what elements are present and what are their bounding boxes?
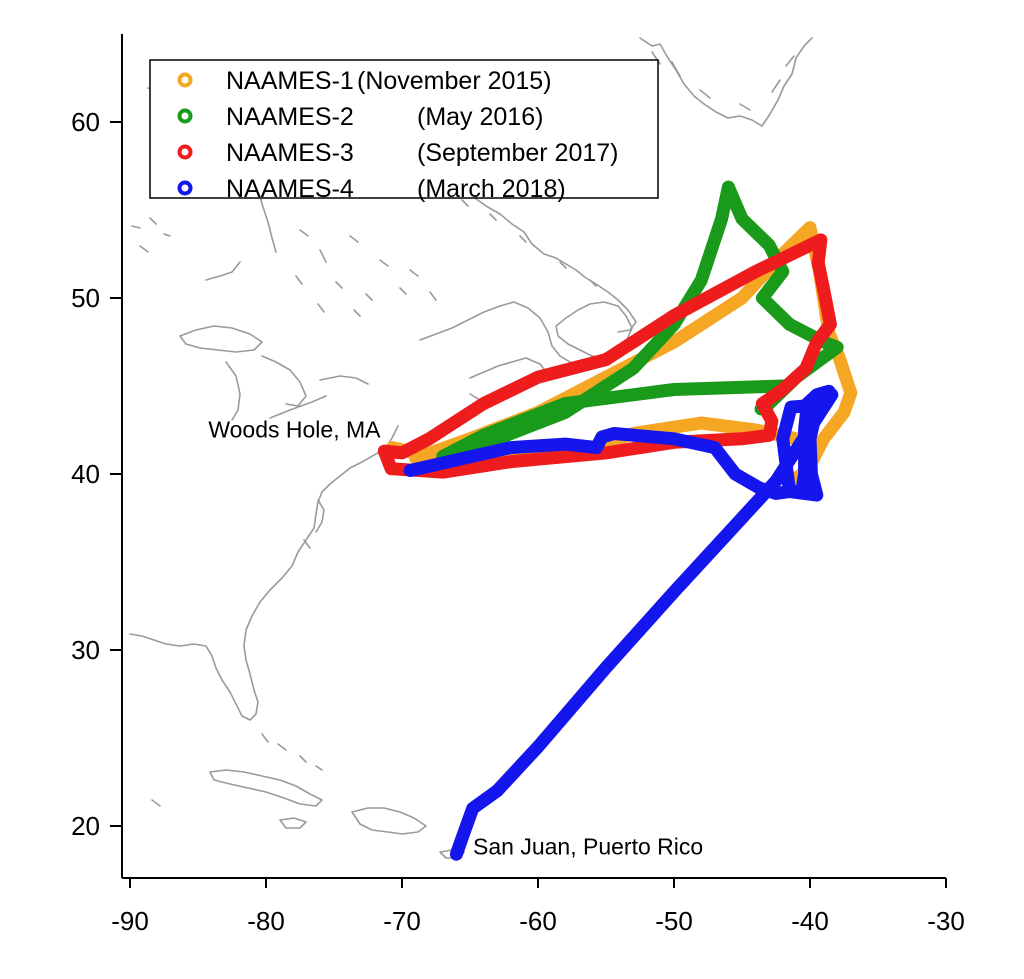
x-tick-label: -40 (791, 906, 829, 936)
coastline-bahamas (151, 733, 323, 807)
legend-marker-naames-1 (177, 72, 193, 88)
coastline-jamaica (279, 817, 307, 829)
legend-box (149, 59, 659, 199)
axes (121, 34, 946, 879)
y-tick-label: 20 (71, 811, 100, 841)
label-san-juan: San Juan, Puerto Rico (473, 833, 703, 859)
legend-label-naames-3: NAAMES-3 (226, 139, 354, 167)
legend-marker-naames-3 (177, 144, 193, 160)
legend: NAAMES-1 (November 2015)NAAMES-2 (May 2016… (149, 59, 659, 203)
coastline-st-lawrence (419, 301, 583, 369)
y-tick-label: 60 (71, 107, 100, 137)
legend-period-naames-2: (May 2016) (417, 103, 543, 131)
coastline-us-east (129, 425, 399, 721)
legend-label-naames-2: NAAMES-2 (226, 103, 354, 131)
coastline-greenland-inlets (651, 51, 795, 111)
coastline-lake-superior (179, 325, 263, 353)
coastline-chesapeake (303, 499, 325, 549)
coastline-labrador-islands (461, 199, 597, 287)
label-woods-hole: Woods Hole, MA (208, 417, 381, 443)
legend-period-naames-3: (September 2017) (417, 139, 619, 167)
cruise-tracks (377, 180, 858, 861)
coastline-greenland (639, 37, 813, 127)
place-annotations: Woods Hole, MA San Juan, Puerto Rico (208, 417, 703, 860)
legend-period-naames-4: (March 2018) (417, 175, 566, 203)
coastline-labrador (445, 175, 637, 333)
coastline-hispaniola (351, 807, 427, 835)
x-tick-label: -90 (111, 906, 149, 936)
x-tick-label: -30 (927, 906, 965, 936)
legend-marker-naames-2 (177, 108, 193, 124)
y-axis-ticks: 20 30 40 50 60 (71, 107, 122, 841)
x-tick-label: -70 (383, 906, 421, 936)
x-tick-label: -50 (655, 906, 693, 936)
y-tick-label: 40 (71, 459, 100, 489)
x-axis-ticks: -90 -80 -70 -60 -50 -40 -30 (111, 878, 965, 936)
legend-period-naames-1: (November 2015) (357, 67, 552, 95)
track-naames-4 (403, 384, 839, 861)
x-tick-label: -80 (247, 906, 285, 936)
coastline-newfoundland (555, 301, 633, 359)
y-tick-label: 50 (71, 283, 100, 313)
legend-label-naames-1: NAAMES-1 (226, 67, 354, 95)
y-tick-label: 30 (71, 635, 100, 665)
legend-label-naames-4: NAAMES-4 (226, 175, 354, 203)
coastline-lake-erie-ontario (269, 375, 369, 419)
coastline-hudson-islands (131, 217, 171, 253)
legend-marker-naames-4 (177, 180, 193, 196)
track-naames-2 (436, 180, 844, 463)
coastline-lake-michigan-huron (225, 355, 307, 421)
coastline-cuba (209, 769, 323, 807)
coastline-interior-lakes (295, 229, 437, 317)
x-tick-label: -60 (519, 906, 557, 936)
